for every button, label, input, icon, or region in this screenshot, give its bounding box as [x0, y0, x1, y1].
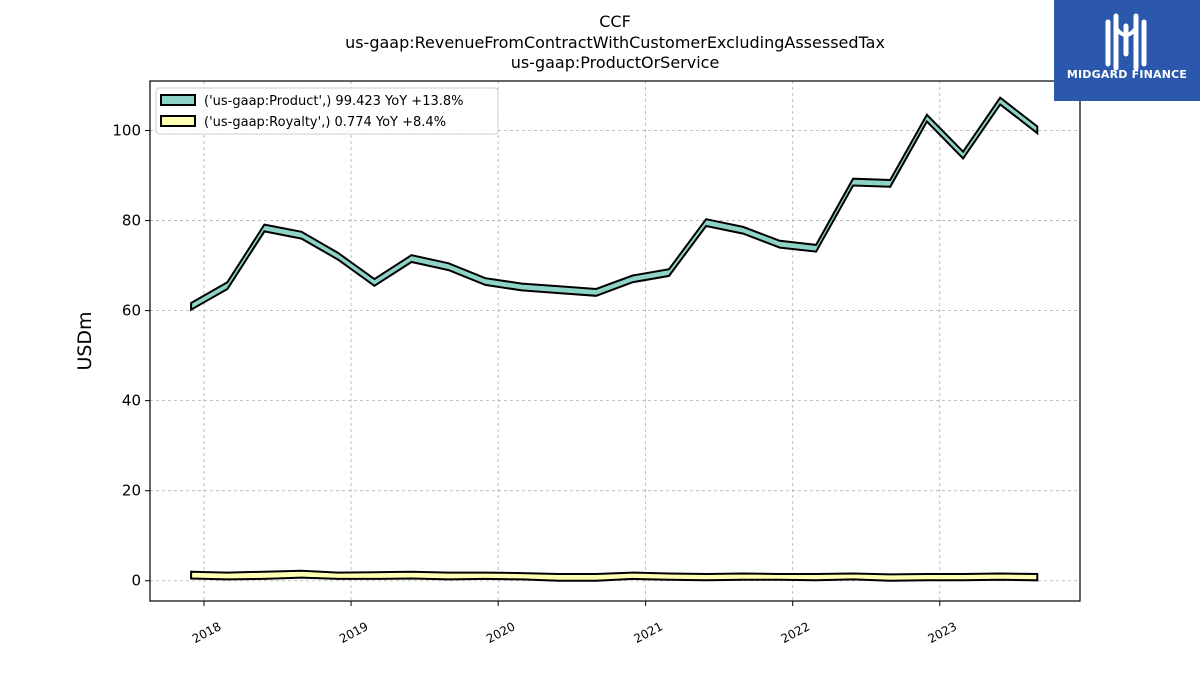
y-tick-label: 0 — [131, 572, 141, 590]
series-band-royalty — [190, 569, 1039, 582]
y-tick-label: 40 — [122, 392, 141, 410]
y-tick-label: 20 — [122, 482, 141, 500]
legend-swatch-product — [160, 94, 196, 106]
chart-title-line-1: CCF — [599, 12, 631, 31]
y-tick-label: 100 — [112, 122, 141, 140]
axis-layer: 0 20 40 60 80 100 2018 2019 2020 2021 2022 2023 — [112, 80, 1081, 646]
series-band-product — [190, 96, 1039, 312]
series-layer — [190, 96, 1039, 582]
legend: ('us-gaap:Product',) 99.423 YoY +13.8% (… — [155, 87, 499, 135]
x-tick-label: 2018 — [190, 619, 224, 646]
midgard-finance-logo: MIDGARD FINANCE — [1054, 0, 1200, 101]
x-tick-label: 2023 — [926, 619, 960, 646]
legend-label-product: ('us-gaap:Product',) 99.423 YoY +13.8% — [204, 94, 464, 109]
midgard-logo-icon — [1105, 13, 1147, 70]
y-tick-label: 80 — [122, 212, 141, 230]
x-tick-label: 2019 — [337, 619, 371, 646]
x-tick-label: 2022 — [779, 619, 813, 646]
chart-title-line-2: us-gaap:RevenueFromContractWithCustomerE… — [345, 33, 885, 52]
x-tick-label: 2020 — [484, 619, 518, 646]
legend-label-royalty: ('us-gaap:Royalty',) 0.774 YoY +8.4% — [204, 115, 446, 130]
chart-title-line-3: us-gaap:ProductOrService — [511, 53, 720, 72]
legend-swatch-royalty — [160, 115, 196, 127]
grid-layer — [150, 81, 1080, 601]
y-axis-label: USDm — [74, 311, 96, 370]
x-tick-label: 2021 — [631, 619, 665, 646]
legend-frame — [155, 87, 499, 135]
y-tick-label: 60 — [122, 302, 141, 320]
plot-frame — [149, 80, 1081, 602]
brand-name: MIDGARD FINANCE — [1066, 68, 1188, 81]
